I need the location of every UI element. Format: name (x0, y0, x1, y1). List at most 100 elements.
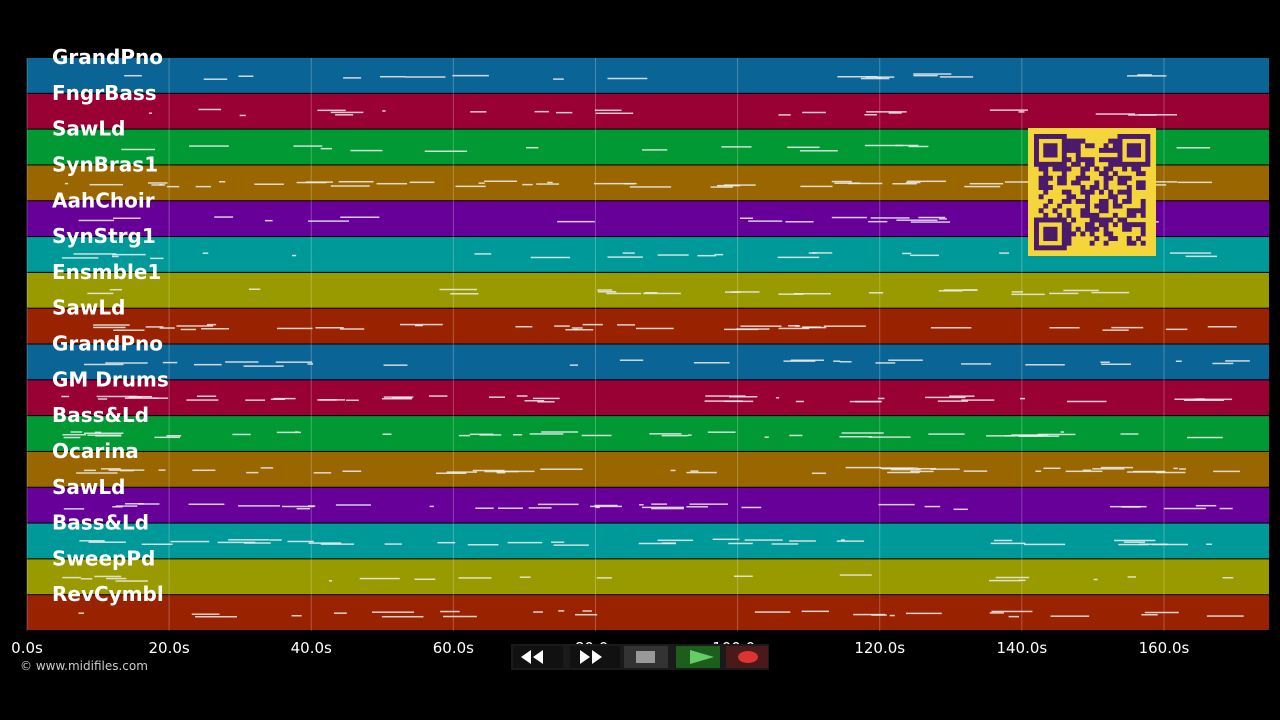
note (109, 288, 123, 291)
stop-button[interactable] (624, 646, 668, 668)
note (740, 325, 782, 327)
qr-cell (1117, 175, 1123, 181)
note (287, 540, 314, 543)
note (472, 469, 505, 472)
note (1219, 507, 1233, 510)
note (515, 325, 533, 328)
qr-cell (1117, 134, 1123, 139)
qr-cell (1126, 236, 1132, 242)
qr-cell (1038, 245, 1044, 251)
qr-cell (1112, 236, 1118, 242)
note (113, 217, 141, 220)
note (728, 396, 758, 398)
note (273, 397, 296, 400)
note (1049, 292, 1079, 295)
note (990, 542, 1026, 545)
qr-cell (1075, 143, 1081, 149)
qr-cell (1047, 175, 1053, 181)
qr-cell (1112, 212, 1118, 218)
note (657, 254, 689, 256)
qr-cell (1103, 226, 1109, 232)
qr-cell (1047, 134, 1053, 139)
qr-cell (1057, 166, 1063, 172)
note (790, 359, 824, 361)
note (777, 256, 820, 259)
qr-cell (1140, 180, 1146, 186)
note (910, 470, 934, 473)
rewind-button[interactable] (513, 646, 563, 668)
note (189, 145, 229, 147)
note (100, 468, 121, 470)
qr-cell (1122, 175, 1128, 181)
qr-cell (1140, 198, 1146, 204)
note (470, 111, 487, 113)
qr-cell (1103, 157, 1109, 163)
note (124, 74, 142, 77)
note (541, 431, 579, 433)
note (73, 253, 117, 255)
qr-cell (1080, 175, 1086, 181)
record-button[interactable] (726, 646, 768, 668)
note (308, 542, 342, 544)
note (264, 219, 273, 222)
note (1187, 436, 1223, 439)
note (488, 396, 505, 398)
note (192, 469, 216, 472)
note (162, 361, 178, 364)
note (452, 74, 489, 77)
track-lane (27, 595, 1269, 630)
qr-cell (1043, 166, 1049, 172)
note (789, 434, 803, 437)
note (308, 505, 316, 507)
note (636, 327, 674, 330)
note (849, 400, 882, 403)
note (778, 293, 804, 295)
note (296, 507, 310, 510)
qr-cell (1098, 157, 1104, 163)
note (1195, 398, 1205, 400)
note (533, 611, 543, 613)
note (925, 396, 966, 399)
note (121, 148, 156, 151)
note (597, 291, 617, 293)
note (557, 220, 595, 223)
qr-cell (1098, 198, 1104, 204)
qr-cell (1066, 226, 1072, 232)
qr-cell (1038, 175, 1044, 181)
note (330, 185, 370, 187)
qr-cell (1103, 147, 1109, 153)
note (896, 219, 938, 221)
note (565, 328, 594, 331)
qr-cell (1098, 189, 1104, 195)
note (1018, 579, 1026, 582)
note (607, 256, 643, 258)
note (1179, 468, 1186, 470)
qr-cell (1034, 231, 1039, 237)
qr-cell (1061, 240, 1067, 246)
forward-icon (580, 650, 602, 664)
note (868, 292, 884, 294)
qr-cell (1061, 166, 1067, 172)
qr-cell (1117, 157, 1123, 163)
note (1155, 471, 1186, 474)
tick-label: 160.0s (1139, 639, 1190, 657)
qr-cell (1043, 203, 1049, 209)
qr-cell (1126, 194, 1132, 200)
note (148, 182, 168, 184)
play-button[interactable] (676, 646, 720, 668)
qr-cell (1075, 147, 1081, 153)
note (1120, 433, 1139, 435)
note (801, 610, 829, 613)
track-name: Ensmble1 (52, 260, 161, 284)
note (78, 219, 115, 222)
note (554, 325, 570, 327)
track-name: SawLd (52, 475, 125, 499)
forward-button[interactable] (570, 646, 620, 668)
qr-cell (1126, 175, 1132, 181)
qr-cell (1043, 143, 1049, 149)
qr-cell (1089, 222, 1095, 228)
qr-cell (1080, 138, 1086, 144)
qr-cell (1145, 138, 1151, 144)
note (1166, 181, 1178, 183)
note (62, 576, 82, 579)
